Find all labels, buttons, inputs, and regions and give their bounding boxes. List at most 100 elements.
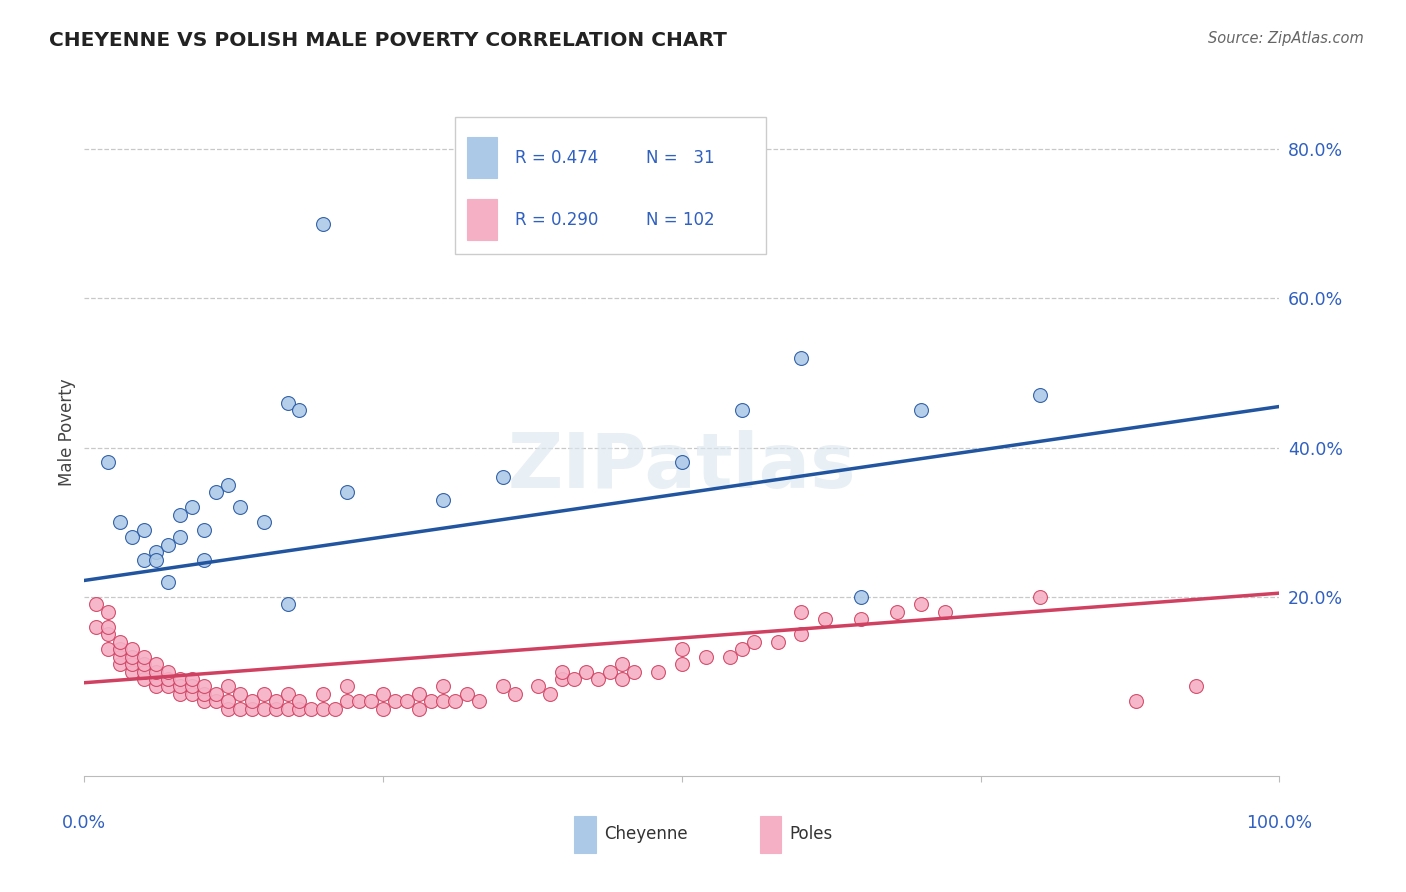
Point [145,552,167,566]
Point [132,552,156,566]
Text: R = 0.474: R = 0.474 [515,149,598,167]
Point [336,485,359,500]
Point [205,687,228,701]
Point [240,702,263,716]
Point [181,687,204,701]
Point [492,470,515,484]
Point [934,605,956,619]
Point [157,672,180,686]
Point [742,634,765,648]
Point [229,687,252,701]
Point [217,680,239,694]
Point [169,687,191,701]
Point [97,605,120,619]
Point [121,657,143,671]
Point [551,672,574,686]
Point [432,492,454,507]
Point [551,665,574,679]
Point [145,665,167,679]
Point [288,694,311,708]
Text: Source: ZipAtlas.com: Source: ZipAtlas.com [1208,31,1364,46]
Point [157,680,180,694]
Text: 100.0%: 100.0% [1246,814,1313,832]
Point [575,665,598,679]
Point [503,687,526,701]
Point [157,665,180,679]
Point [264,702,287,716]
Point [277,702,299,716]
Point [110,649,132,664]
Point [205,485,228,500]
Point [492,680,515,694]
Point [444,694,467,708]
Text: N = 102: N = 102 [647,211,714,228]
Point [193,680,215,694]
Point [97,627,120,641]
Point [277,396,299,410]
Point [86,620,108,634]
Point [145,672,167,686]
Point [193,552,215,566]
Point [86,598,108,612]
Point [588,672,610,686]
Bar [759,815,782,854]
Point [288,403,311,417]
Point [373,687,395,701]
Point [814,612,837,626]
Point [312,687,335,701]
Point [217,702,239,716]
Point [1185,680,1208,694]
Bar [467,137,496,178]
Point [432,680,454,694]
Point [910,403,932,417]
Point [396,694,419,708]
Point [731,403,754,417]
Point [169,672,191,686]
Point [336,680,359,694]
Point [110,634,132,648]
Point [288,702,311,716]
Point [157,538,180,552]
Point [468,694,491,708]
Point [312,702,335,716]
Point [121,665,143,679]
Point [132,523,156,537]
Point [121,530,143,544]
Point [851,590,873,604]
Point [766,634,789,648]
Point [97,642,120,657]
Point [384,694,406,708]
Point [671,657,693,671]
Point [193,687,215,701]
Point [373,702,395,716]
Point [612,672,634,686]
Point [408,702,430,716]
Point [599,665,621,679]
Text: CHEYENNE VS POLISH MALE POVERTY CORRELATION CHART: CHEYENNE VS POLISH MALE POVERTY CORRELAT… [49,31,727,50]
Point [301,702,323,716]
Point [253,515,276,529]
Point [623,665,645,679]
Point [718,649,741,664]
Point [110,515,132,529]
Point [240,694,263,708]
Point [229,702,252,716]
Point [408,687,430,701]
Point [360,694,382,708]
Point [181,672,204,686]
Bar [575,815,596,854]
Point [253,702,276,716]
Point [277,687,299,701]
Point [336,694,359,708]
Point [217,478,239,492]
Point [169,530,191,544]
Point [132,657,156,671]
Y-axis label: Male Poverty: Male Poverty [58,379,76,486]
Point [671,455,693,469]
Point [851,612,873,626]
Point [1125,694,1147,708]
Point [229,500,252,515]
Point [132,649,156,664]
Point [886,605,908,619]
Point [169,680,191,694]
